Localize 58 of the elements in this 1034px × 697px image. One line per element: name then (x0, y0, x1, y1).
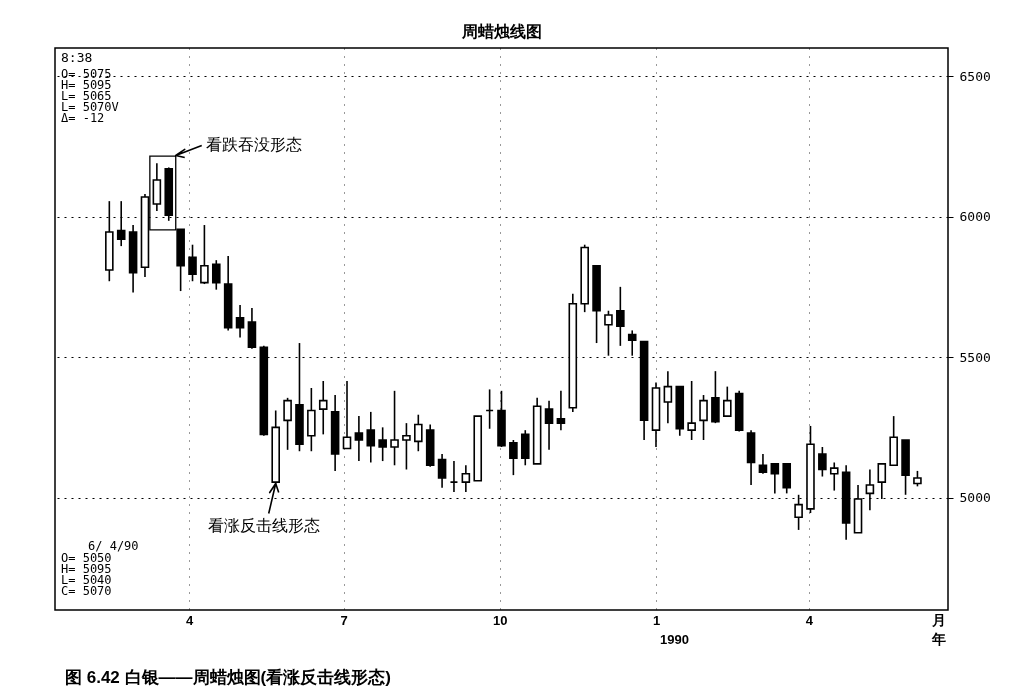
candlestick (235, 304, 245, 339)
candlestick (687, 380, 696, 441)
x-tick-label: 10 (493, 612, 508, 628)
candlestick (604, 309, 613, 357)
caption: 图 6.42 白银——周蜡烛图(看涨反击线形态) (65, 668, 391, 687)
candlestick (437, 453, 447, 489)
candlestick (711, 370, 720, 424)
annotation: 看跌吞没形态 (205, 136, 302, 154)
candlestick (758, 453, 768, 475)
x-tick-label: 7 (340, 612, 348, 628)
candlestick (461, 464, 471, 493)
annotation: L= 5040 (61, 573, 112, 587)
y-tick-label: 5500 (959, 349, 991, 365)
candlestick (829, 461, 839, 492)
candlestick (211, 259, 221, 291)
candlestick (782, 463, 792, 495)
annotation: C= 5070 (61, 584, 112, 598)
annotation: 8:38 (61, 50, 93, 65)
x-tick-label: 4 (805, 612, 814, 628)
candlestick (414, 413, 423, 453)
candlestick (520, 429, 530, 467)
candlestick (200, 224, 209, 285)
annotation: O= 5050 (61, 551, 112, 565)
y-tick-label: 6000 (959, 209, 991, 225)
candlestick (663, 370, 673, 424)
candlestick (556, 390, 566, 431)
y-tick-label: 6500 (959, 68, 991, 84)
x-tick-label: 4 (186, 612, 194, 628)
annotation: H= 5095 (61, 78, 112, 92)
annotation: Δ= -12 (61, 111, 105, 125)
annotation: 6/ 4/90 (88, 539, 139, 553)
annotation: 看涨反击线形态 (207, 516, 320, 534)
x-axis-title: 月 (931, 612, 946, 628)
x-tick-label: 1 (652, 612, 661, 628)
candlestick (818, 446, 827, 478)
candlestick (699, 394, 708, 441)
annotation: L= 5070V (61, 100, 119, 114)
text: 年 (931, 631, 946, 647)
candlestick (402, 422, 411, 471)
candlestick (616, 286, 625, 347)
annotation: L= 5065 (61, 89, 112, 103)
candlestick (283, 397, 292, 451)
candlestick (544, 399, 554, 451)
text: 1990 (660, 632, 689, 647)
candlestick (318, 380, 328, 436)
candlestick (152, 162, 162, 212)
candlestick (770, 463, 780, 495)
chart-title: 周蜡烛线图 (460, 23, 542, 40)
candlestick (188, 243, 197, 283)
candlestick (354, 415, 364, 462)
candlestick (723, 385, 732, 417)
annotation: H= 5095 (61, 562, 112, 576)
y-tick-label: 5000 (959, 490, 991, 506)
annotation: O= 5075 (61, 67, 112, 81)
candlestick (390, 390, 399, 467)
candlestick (509, 439, 518, 476)
candlestick (378, 426, 387, 462)
candlestick (366, 411, 376, 464)
